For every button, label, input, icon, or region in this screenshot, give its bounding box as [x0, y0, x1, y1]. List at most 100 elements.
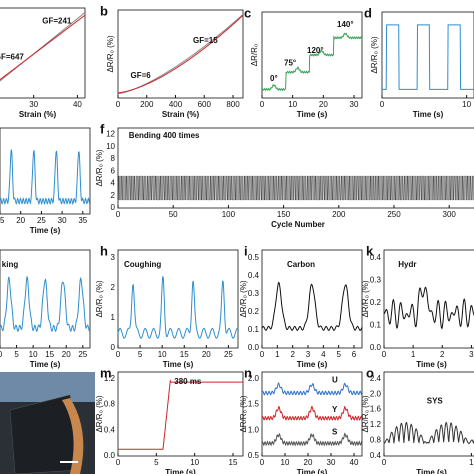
x-tick-label: 5: [336, 350, 341, 359]
x-tick-label: 0: [382, 458, 387, 467]
y-tick-label: 1.2: [104, 374, 116, 383]
x-tick-label: 0: [116, 350, 121, 359]
x-tick-label: 150: [277, 210, 291, 219]
curve: [0, 14, 86, 81]
y-tick-label: 0.3: [370, 275, 382, 284]
annotation: Carbon: [287, 260, 315, 269]
y-axis-label: ΔR/R₀ (%): [370, 36, 379, 73]
panel-letter: h: [100, 243, 108, 258]
panel: 203040Strain (%)GF=241GF=647: [0, 7, 86, 119]
x-tick-label: 2: [290, 350, 295, 359]
y-tick-label: 0: [111, 343, 116, 352]
y-tick-label: 4: [111, 179, 116, 188]
panel-letter: m: [100, 365, 112, 380]
y-tick-label: 2.0: [248, 374, 260, 383]
x-tick-label: 400: [169, 100, 183, 109]
x-axis-label: Time (s): [297, 360, 328, 369]
x-tick-label: 0: [382, 350, 387, 359]
curve: [118, 14, 244, 94]
annotation: 140°: [337, 20, 354, 29]
curve: [261, 382, 362, 396]
panel: m 0 5 10 15 0.0 0.4 0.8 1.2 Time (s) ΔR/R₀ (%) 380 …: [95, 365, 244, 474]
x-tick-label: 0: [116, 458, 121, 467]
y-axis-label: ΔR/R₀: [250, 44, 259, 66]
panel: 0 5 10 15 20 25 Time (s) king: [0, 249, 91, 369]
annotation: 380 ms: [174, 377, 202, 386]
annotation: U: [332, 376, 338, 385]
curve: [383, 286, 474, 330]
y-tick-label: 1.5: [248, 400, 260, 409]
plot-frame: [383, 371, 474, 457]
curve: [382, 24, 474, 90]
x-axis-label: Time (s): [30, 360, 61, 369]
x-axis-label: Time (s): [297, 468, 328, 474]
x-tick-label: 250: [387, 210, 401, 219]
panel: n 0 10 20 30 40 0.5 1.0 1.5 2.0 Time (s) ΔR/R₀ (%) U…: [239, 365, 363, 474]
x-tick-label: 600: [198, 100, 212, 109]
annotation: 120°: [307, 46, 324, 55]
x-tick-label: 30: [29, 100, 38, 109]
panel: i 0 1 2 3 4 5 6 0.0 0.1 0.2 0.3 0.4 0.5 Time (s) ΔR/R₀ …: [239, 243, 363, 369]
x-axis-label: Time (s): [30, 226, 61, 235]
x-axis-label: Strain (%): [19, 110, 57, 119]
panel: c 0 10 20 30 Time (s) ΔR/R₀ 0° 75° 120° 140°: [244, 5, 363, 119]
x-tick-label: 3: [469, 350, 474, 359]
y-tick-label: 0.4: [104, 425, 116, 434]
x-tick-label: 25: [37, 216, 46, 225]
y-tick-label: 1.6: [370, 405, 382, 414]
y-tick-label: 0.0: [370, 343, 382, 352]
x-tick-label: 5: [14, 350, 19, 359]
annotation: king: [2, 260, 19, 269]
x-tick-label: 20: [16, 216, 25, 225]
panel: b 0 200 400 600 800 Strain (%) ΔR/R₀ (%) GF=15 GF…: [100, 3, 244, 119]
x-tick-label: 1: [275, 350, 280, 359]
panel: f 0 50 100 150 200 250 300 0 2 4 6 8 10 12 Cycle Number…: [95, 121, 474, 229]
y-tick-label: 0.3: [248, 289, 260, 298]
x-tick-label: 10: [281, 458, 290, 467]
y-tick-label: 0: [111, 203, 116, 212]
x-tick-label: 15: [180, 350, 189, 359]
y-tick-label: 0.5: [248, 253, 260, 262]
y-tick-label: 0.1: [370, 321, 382, 330]
x-tick-label: 10: [288, 100, 297, 109]
annotation: Bending 400 times: [129, 131, 200, 140]
x-tick-label: 0: [260, 100, 265, 109]
y-axis-label: ΔR/R₀ (%): [95, 149, 104, 186]
plot-frame: [117, 371, 244, 457]
plot-frame: [261, 11, 363, 99]
y-tick-label: 0.5: [248, 451, 260, 460]
panel-letter: c: [244, 5, 251, 20]
y-tick-label: 6: [111, 166, 116, 175]
x-tick-label: 15: [45, 350, 54, 359]
y-axis-label: ΔR/R₀ (%): [95, 395, 104, 432]
y-tick-label: 0.0: [248, 343, 260, 352]
curve: [0, 149, 91, 206]
x-tick-label: 100: [222, 210, 236, 219]
x-tick-label: 40: [73, 100, 82, 109]
x-tick-label: 25: [78, 350, 87, 359]
curve: [0, 275, 91, 333]
y-axis-label: ΔR/R₀ (%): [239, 280, 248, 317]
x-tick-label: 10: [158, 350, 167, 359]
y-tick-label: 0.1: [248, 325, 260, 334]
x-tick-label: 20: [304, 458, 313, 467]
y-tick-label: 2.4: [370, 374, 382, 383]
x-axis-label: Time (s): [165, 468, 196, 474]
x-tick-label: 5: [154, 458, 159, 467]
x-axis-label: Time (s): [413, 110, 444, 119]
panel: k 0 1 2 3 0.0 0.1 0.2 0.3 0.4 Time (s) ΔR/R₀ (%) Hyd…: [361, 243, 474, 369]
x-tick-label: 30: [327, 458, 336, 467]
annotation: GF=241: [42, 17, 72, 26]
x-tick-label: 0: [260, 458, 265, 467]
x-tick-label: 40: [350, 458, 359, 467]
annotation: S: [332, 428, 338, 437]
annotation: Y: [332, 405, 338, 414]
x-tick-label: 800: [226, 100, 240, 109]
plot-frame: [381, 11, 474, 99]
x-tick-label: 20: [319, 100, 328, 109]
panel: h 0 5 10 15 20 25 0 1 2 3 Time (s) ΔR/R₀ (%) Coughing: [95, 243, 239, 369]
plot-frame: [261, 249, 363, 349]
x-axis-label: Cycle Number: [271, 220, 325, 229]
y-axis-label: ΔR/R₀ (%): [361, 395, 370, 432]
curve: [383, 421, 474, 445]
